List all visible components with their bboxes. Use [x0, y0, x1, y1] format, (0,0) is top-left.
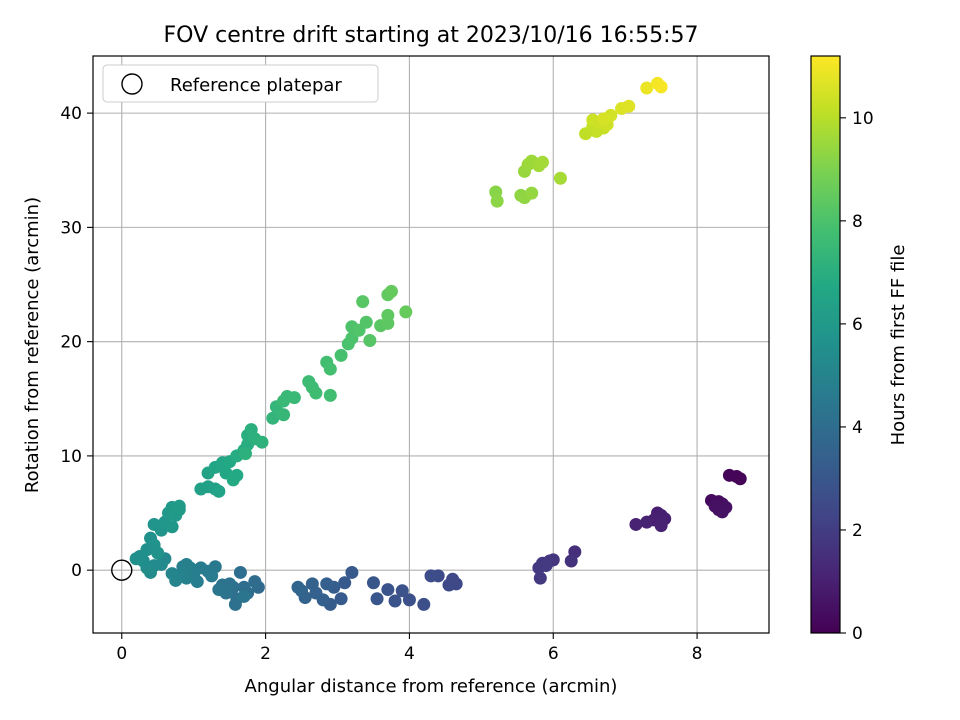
x-tick-label: 2 — [260, 644, 271, 664]
scatter-point — [266, 411, 280, 425]
scatter-point — [535, 155, 549, 169]
scatter-point — [417, 597, 431, 611]
scatter-point — [622, 99, 636, 113]
scatter-point — [205, 569, 219, 583]
colorbar-tick-label: 4 — [852, 418, 863, 438]
y-tick-label: 10 — [60, 447, 82, 467]
scatter-point — [323, 388, 337, 402]
colorbar: 0 2 4 6 8 10 Hours from first FF file — [810, 55, 909, 644]
scatter-point — [165, 520, 179, 534]
scatter-point — [395, 584, 409, 598]
scatter-point — [366, 576, 380, 590]
y-tick-label: 30 — [60, 218, 82, 238]
scatter-point — [402, 593, 416, 607]
colorbar-tick-label: 6 — [852, 315, 863, 335]
colorbar-gradient — [810, 55, 841, 634]
axes-frame — [92, 55, 770, 634]
colorbar-ticks: 0 2 4 6 8 10 — [840, 109, 874, 644]
legend-label: Reference platepar — [170, 75, 342, 96]
scatter-point — [381, 583, 395, 597]
x-tick-label: 6 — [548, 644, 559, 664]
scatter-point — [277, 394, 291, 408]
scatter-point — [597, 112, 611, 126]
colorbar-tick-label: 2 — [852, 521, 863, 541]
scatter-point — [654, 519, 668, 533]
scatter-point — [640, 81, 654, 95]
colorbar-tick-label: 0 — [852, 624, 863, 644]
scatter-point — [165, 567, 179, 581]
scatter-point — [533, 571, 547, 585]
scatter-points — [129, 76, 747, 611]
colorbar-label: Hours from first FF file — [888, 245, 909, 446]
scatter-point — [363, 334, 377, 348]
scatter-point — [309, 386, 323, 400]
scatter-point — [237, 589, 251, 603]
scatter-point — [287, 391, 301, 405]
scatter-point — [553, 171, 567, 185]
scatter-point — [388, 594, 402, 608]
scatter-point — [490, 194, 504, 208]
scatter-point — [399, 305, 413, 319]
scatter-point — [255, 435, 269, 449]
scatter-point — [151, 546, 165, 560]
scatter-point — [715, 505, 729, 519]
y-axis-label: Rotation from reference (arcmin) — [22, 197, 43, 493]
scatter-point — [320, 577, 334, 591]
y-tick-label: 40 — [60, 104, 82, 124]
scatter-point — [323, 362, 337, 376]
scatter-point — [539, 559, 553, 573]
legend-marker — [121, 73, 143, 95]
chart-title: FOV centre drift starting at 2023/10/16 … — [164, 23, 699, 48]
scatter-point — [277, 408, 291, 422]
x-tick-label: 0 — [116, 644, 127, 664]
scatter-point — [424, 569, 438, 583]
scatter-point — [733, 472, 747, 486]
scatter-point — [305, 577, 319, 591]
scatter-point — [345, 565, 359, 579]
legend: Reference platepar — [102, 64, 379, 103]
scatter-point — [212, 583, 226, 597]
scatter-point — [640, 515, 654, 529]
scatter-point — [442, 578, 456, 592]
x-axis-label: Angular distance from reference (arcmin) — [245, 676, 618, 697]
grid — [93, 56, 769, 633]
scatter-point — [238, 447, 252, 461]
scatter-point — [359, 315, 373, 329]
scatter-point — [226, 473, 240, 487]
scatter-point — [291, 580, 305, 594]
scatter-point — [384, 284, 398, 298]
x-tick-label: 8 — [692, 644, 703, 664]
y-tick-label: 20 — [60, 333, 82, 353]
scatter-point — [233, 565, 247, 579]
scatter-point — [654, 80, 668, 94]
colorbar-tick-label: 10 — [852, 109, 874, 129]
reference-point — [111, 559, 133, 581]
scatter-point — [525, 186, 539, 200]
scatter-point — [338, 576, 352, 590]
scatter-point — [334, 348, 348, 362]
scatter-point — [172, 499, 186, 513]
scatter-point — [356, 295, 370, 309]
scatter-point — [212, 484, 226, 498]
x-tick-label: 4 — [404, 644, 415, 664]
scatter-point — [370, 592, 384, 606]
scatter-point — [334, 592, 348, 606]
scatter-point — [629, 517, 643, 531]
colorbar-tick-label: 8 — [852, 212, 863, 232]
scatter-point — [564, 554, 578, 568]
scatter-point — [381, 308, 395, 322]
scatter-point — [237, 580, 251, 594]
y-axis-ticks: 0 10 20 30 40 — [60, 104, 93, 581]
scatter-point — [228, 597, 242, 611]
y-tick-label: 0 — [71, 561, 82, 581]
reference-marker — [111, 559, 133, 581]
scatter-point — [129, 552, 143, 566]
x-axis-ticks: 0 2 4 6 8 — [116, 633, 702, 664]
scatter-point — [248, 575, 262, 589]
